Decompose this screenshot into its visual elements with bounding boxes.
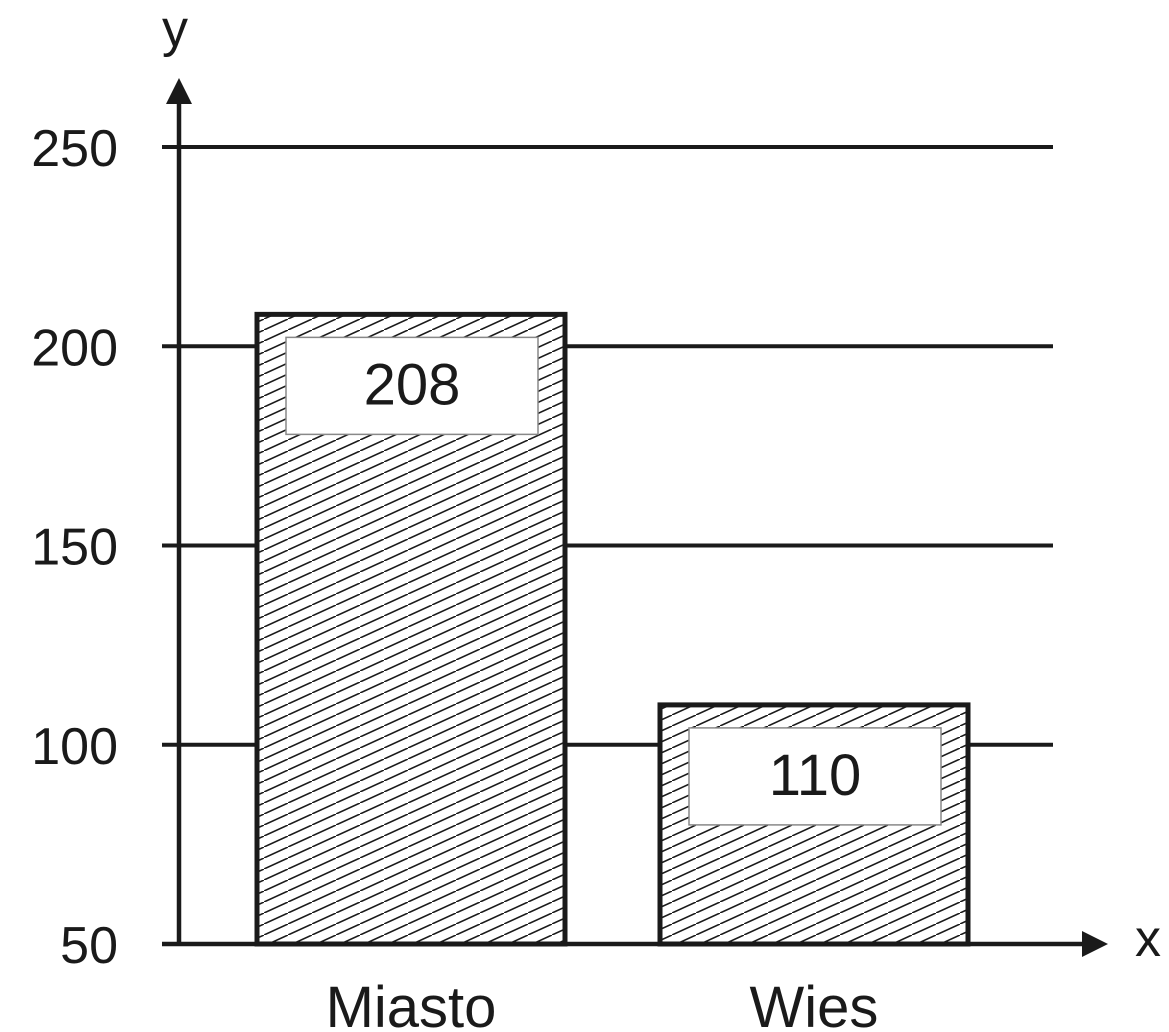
axes — [162, 78, 1108, 957]
y-axis-arrowhead — [166, 78, 192, 104]
data-label-box-miasto — [285, 336, 539, 436]
data-label-wies: 110 — [769, 743, 861, 808]
x-axis-label: x — [1135, 910, 1161, 968]
x-axis-arrowhead — [1082, 931, 1108, 957]
y-axis-label: y — [162, 0, 188, 58]
x-category-label-miasto: Miasto — [326, 975, 497, 1032]
data-label-box-wies — [688, 727, 942, 826]
y-tick-label-200: 200 — [31, 319, 118, 377]
x-category-label-wies: Wies — [750, 975, 879, 1032]
x-category-labels: Miasto Wies — [326, 975, 879, 1032]
y-tick-label-100: 100 — [31, 718, 118, 776]
y-tick-label-50: 50 — [60, 917, 118, 975]
y-tick-label-250: 250 — [31, 120, 118, 178]
y-tick-label-150: 150 — [31, 519, 118, 577]
data-label-miasto: 208 — [364, 352, 461, 417]
y-tick-labels: 50 100 150 200 250 — [31, 120, 118, 975]
data-labels: 208 110 — [285, 336, 942, 826]
